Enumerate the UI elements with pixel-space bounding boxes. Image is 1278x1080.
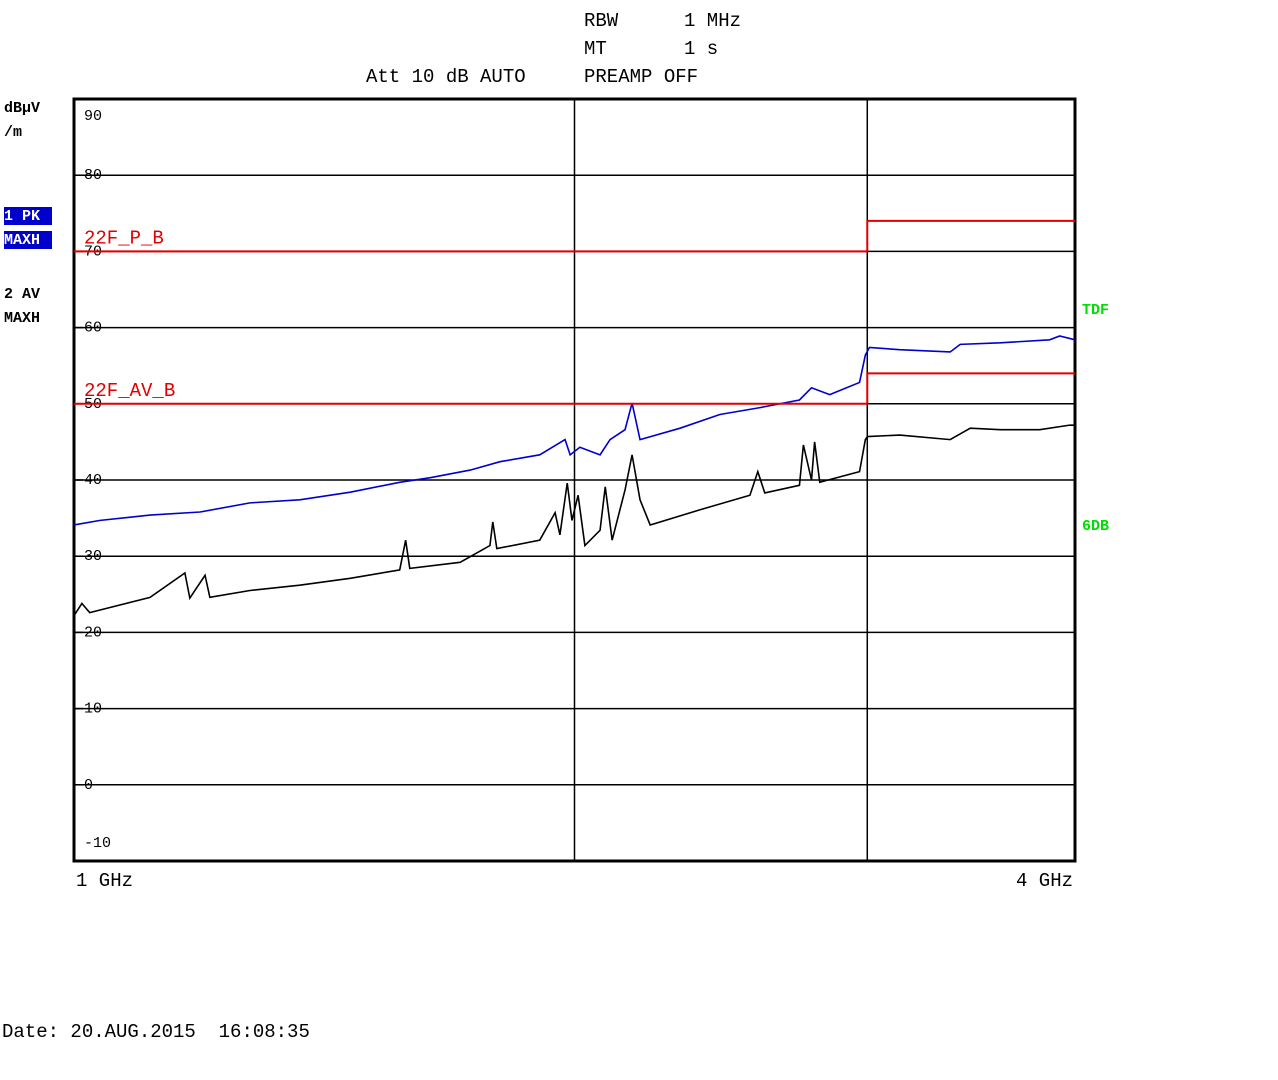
attenuation: Att 10 dB AUTO — [366, 66, 526, 88]
rbw-value: 1 MHz — [684, 10, 741, 32]
y-tick-label: 60 — [84, 320, 102, 337]
y-unit: /m — [4, 124, 22, 141]
rbw-label: RBW — [584, 10, 619, 32]
y-tick-label: 40 — [84, 472, 102, 489]
trace-label: 1 PK — [4, 208, 40, 225]
trace-line — [73, 335, 1076, 526]
y-tick-label: 80 — [84, 167, 102, 184]
trace-mode: MAXH — [4, 232, 40, 249]
y-tick-label: 90 — [84, 108, 102, 125]
trace-label-bg — [4, 231, 52, 249]
mt-value: 1 s — [684, 38, 718, 60]
limit-label: 22F_P_B — [84, 227, 164, 249]
trace-mode: MAXH — [4, 310, 40, 327]
y-tick-label: 0 — [84, 777, 93, 794]
limit-line — [74, 219, 1075, 253]
x-tick-label: 4 GHz — [1016, 870, 1073, 892]
x-tick-label: 1 GHz — [76, 870, 133, 892]
mt-label: MT — [584, 38, 607, 60]
date: Date: 20.AUG.2015 16:08:35 — [2, 1021, 310, 1043]
y-tick-label: -10 — [84, 835, 111, 852]
y-tick-label: 10 — [84, 701, 102, 718]
preamp: PREAMP OFF — [584, 66, 698, 88]
annotation: TDF — [1082, 302, 1109, 319]
y-tick-label: 20 — [84, 624, 102, 641]
limit-line — [74, 372, 1075, 405]
limit-label: 22F_AV_B — [84, 380, 175, 402]
annotation: 6DB — [1082, 518, 1109, 535]
plot-frame — [72, 97, 1077, 863]
trace-line — [73, 424, 1075, 617]
y-unit: dBµV — [4, 100, 40, 117]
trace-label-bg — [4, 207, 52, 225]
y-tick-label: 30 — [84, 548, 102, 565]
trace-label: 2 AV — [4, 286, 40, 303]
